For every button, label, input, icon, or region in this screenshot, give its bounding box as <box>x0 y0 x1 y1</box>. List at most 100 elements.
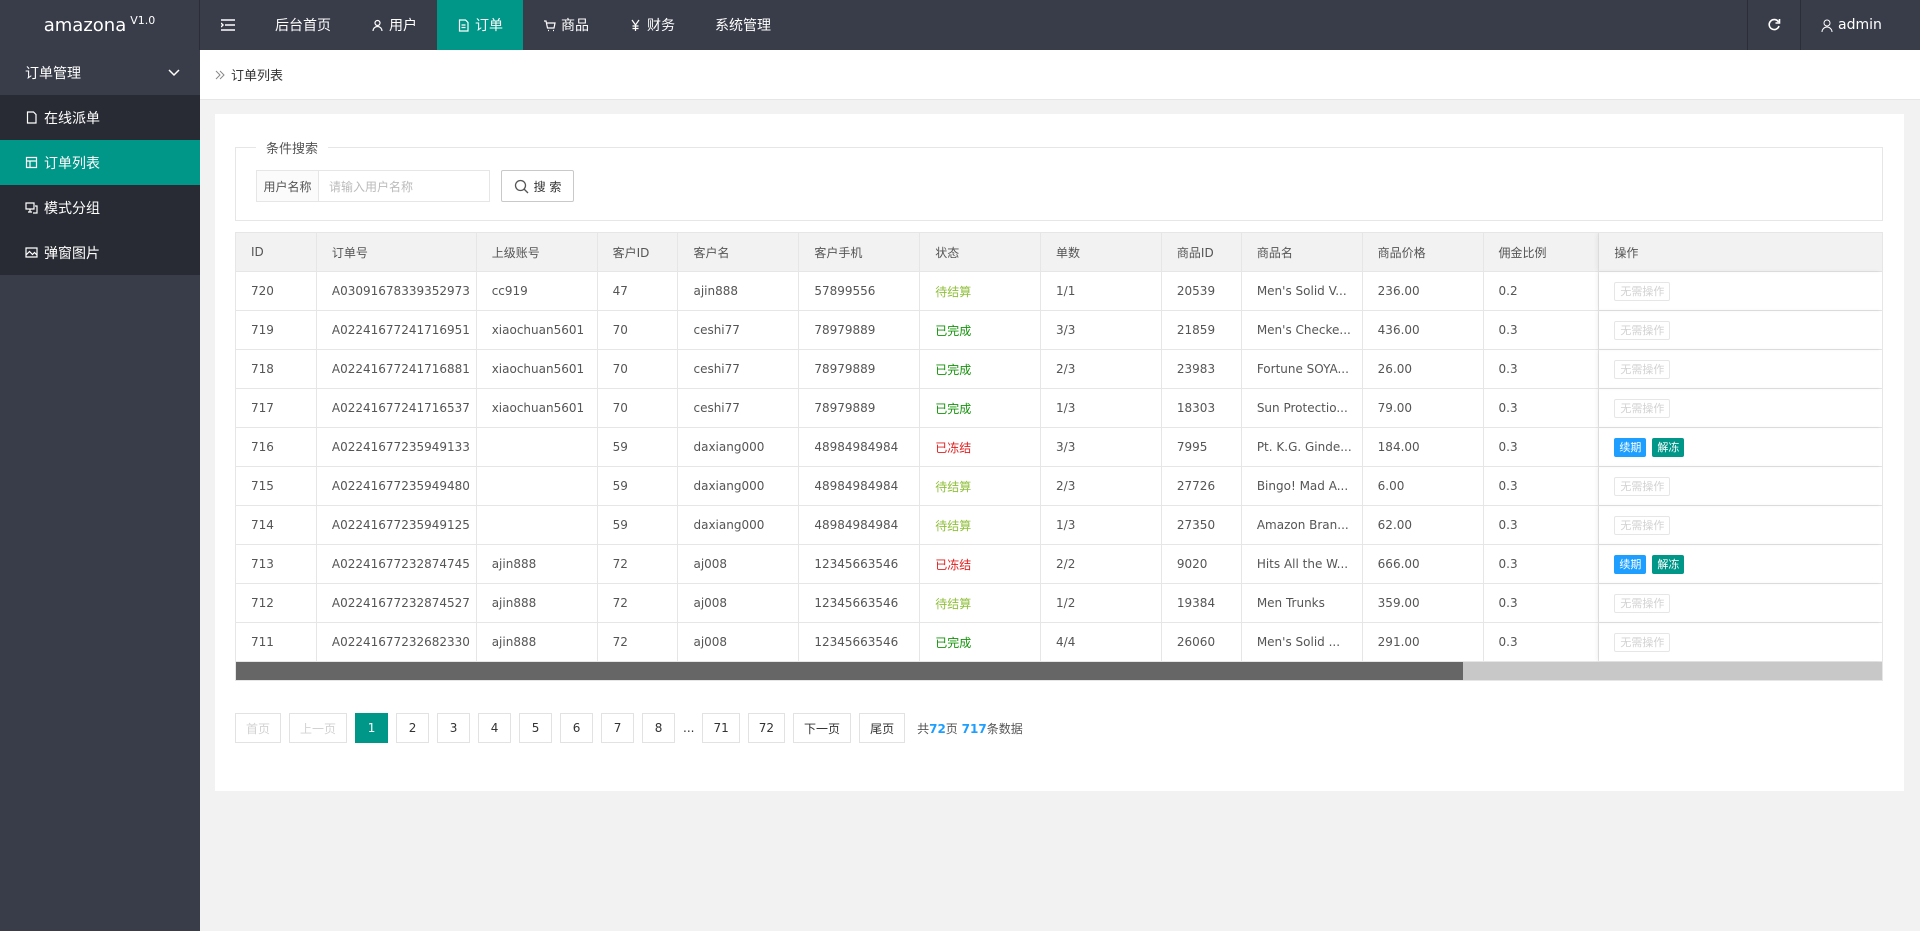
action-button[interactable]: 续期 <box>1614 554 1647 574</box>
nav-item[interactable]: 系统管理 <box>695 0 791 50</box>
table-cell: 4/4 <box>1041 623 1162 661</box>
table-cell: 78979889 <box>799 389 921 427</box>
table-cell: 72 <box>598 623 679 661</box>
table-cell: Men's Solid V... <box>1242 272 1363 310</box>
search-button[interactable]: 搜 索 <box>501 170 574 202</box>
table-cell: xiaochuan5601 <box>477 311 598 349</box>
action-button: 无需操作 <box>1614 515 1671 535</box>
actions-cell: 无需操作 <box>1599 389 1882 427</box>
table-cell: ajin888 <box>678 272 800 310</box>
action-button: 无需操作 <box>1614 398 1671 418</box>
page-button[interactable]: 72 <box>747 713 786 743</box>
action-button[interactable]: 续期 <box>1614 437 1647 457</box>
table-cell: 26.00 <box>1363 350 1484 388</box>
nav-item[interactable]: 财务 <box>609 0 695 50</box>
version: V1.0 <box>130 13 156 27</box>
table-cell: ajin888 <box>477 545 598 583</box>
icon <box>372 19 383 31</box>
page-button[interactable]: 71 <box>702 713 740 743</box>
scroll-thumb[interactable] <box>236 662 1463 680</box>
icon <box>458 18 469 32</box>
table-cell: aj008 <box>678 584 800 622</box>
actions-cell: 无需操作 <box>1599 311 1882 349</box>
page-button[interactable]: 3 <box>437 713 471 743</box>
table-cell: 715 <box>236 467 317 505</box>
card: 条件搜索 用户名称 请输入用户名称 搜 索 ID 订单号 上级账号 客户ID 客户名 客户… <box>215 114 1904 791</box>
table-row: 718 A02241677241716881 xiaochuan5601 70 cesh… <box>236 350 1882 389</box>
page-button[interactable]: 5 <box>519 713 553 743</box>
side-group[interactable]: 订单管理 <box>0 50 200 95</box>
page-button[interactable]: 尾页 <box>859 713 906 743</box>
icon <box>26 111 37 124</box>
table-cell: Fortune SOYA... <box>1242 350 1363 388</box>
action-button[interactable]: 解冻 <box>1652 554 1685 574</box>
column-header: 商品价格 <box>1363 233 1484 271</box>
action-button: 无需操作 <box>1614 632 1671 652</box>
action-button[interactable]: 解冻 <box>1652 437 1685 457</box>
table-cell: Bingo! Mad A... <box>1242 467 1363 505</box>
table-cell: 6.00 <box>1363 467 1484 505</box>
table-cell: 70 <box>598 311 679 349</box>
table-cell: 19384 <box>1162 584 1242 622</box>
page-button[interactable]: 4 <box>478 713 512 743</box>
table-cell: A02241677232874527 <box>317 584 477 622</box>
table-cell: 27350 <box>1162 506 1242 544</box>
nav-item[interactable]: 订单 <box>437 0 523 50</box>
page-button[interactable]: 7 <box>601 713 635 743</box>
table-cell: ceshi77 <box>678 389 800 427</box>
nav-item[interactable]: 商品 <box>523 0 609 50</box>
table-cell: A02241677241716881 <box>317 350 477 388</box>
table-cell: ceshi77 <box>678 311 800 349</box>
page-button[interactable]: 6 <box>560 713 594 743</box>
breadcrumb-text: 订单列表 <box>231 69 284 84</box>
summary-pages-unit: 页 <box>945 721 958 736</box>
page-button[interactable]: 8 <box>642 713 676 743</box>
scrollbar <box>236 662 1882 680</box>
nav-item[interactable]: 用户 <box>351 0 437 50</box>
table-cell: 57899556 <box>799 272 921 310</box>
side-item[interactable]: 在线派单 <box>0 95 200 140</box>
page-button[interactable]: 下一页 <box>793 713 852 743</box>
table-cell: 已完成 <box>920 623 1042 661</box>
table-cell: 78979889 <box>799 311 921 349</box>
side-item[interactable]: 弹窗图片 <box>0 230 200 275</box>
table-row: 717 A02241677241716537 xiaochuan5601 70 cesh… <box>236 389 1882 428</box>
table-row: 713 A02241677232874745 ajin888 72 aj008 12345… <box>236 545 1882 584</box>
top-bar: amazona V1.0 后台首页 用户 订单 商品 财务 系统管理 admin <box>0 0 1920 50</box>
column-header: ID <box>236 233 317 271</box>
table-cell: 78979889 <box>799 350 921 388</box>
table-cell: 72 <box>598 584 679 622</box>
table-cell: 12345663546 <box>799 545 921 583</box>
action-button: 无需操作 <box>1614 476 1671 496</box>
page-summary: 共72页 717条数据 <box>917 720 1023 737</box>
table-cell: Men's Checke... <box>1242 311 1363 349</box>
nav-label: 系统管理 <box>715 18 771 34</box>
table-cell: 待结算 <box>920 584 1042 622</box>
summary-total: 717 <box>961 721 987 736</box>
search-field: 用户名称 请输入用户名称 <box>256 170 490 202</box>
table-row: 715 A02241677235949480 59 daxiang000 4898498… <box>236 467 1882 506</box>
table-cell: 已冻结 <box>920 545 1042 583</box>
table-cell: 3/3 <box>1041 311 1162 349</box>
table-cell: 待结算 <box>920 506 1042 544</box>
menu-toggle[interactable] <box>200 0 255 50</box>
side-item[interactable]: 订单列表 <box>0 140 200 185</box>
refresh[interactable] <box>1747 0 1800 50</box>
table-cell: 待结算 <box>920 467 1042 505</box>
username-input[interactable]: 请输入用户名称 <box>329 179 414 194</box>
icon <box>215 70 225 79</box>
icon <box>25 202 38 214</box>
user-menu[interactable]: admin <box>1800 0 1920 50</box>
page-button[interactable]: 2 <box>396 713 430 743</box>
nav-item[interactable]: 后台首页 <box>255 0 351 50</box>
search-fieldset: 条件搜索 用户名称 请输入用户名称 搜 索 <box>235 138 1883 221</box>
table-cell: Pt. K.G. Ginde... <box>1242 428 1363 466</box>
side-item[interactable]: 模式分组 <box>0 185 200 230</box>
table-cell: 2/3 <box>1041 467 1162 505</box>
actions-cell: 无需操作 <box>1599 506 1882 544</box>
side-label: 弹窗图片 <box>44 245 100 262</box>
table-cell: xiaochuan5601 <box>477 350 598 388</box>
actions-cell: 续期 解冻 <box>1599 428 1882 466</box>
pagination: 首页 上一页 1 2 3 4 5 6 7 8... 71 72 下一页 尾页 共72页 717条数据 <box>235 713 1023 743</box>
table-cell: 0.3 <box>1484 350 1600 388</box>
